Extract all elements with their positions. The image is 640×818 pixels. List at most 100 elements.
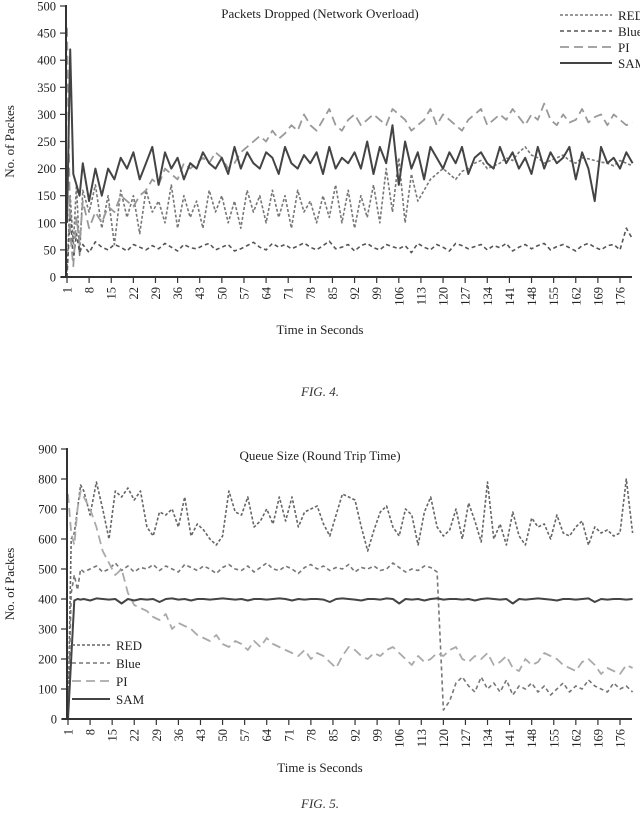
series-blue-line xyxy=(66,211,634,278)
x-tick-label: 1 xyxy=(62,729,76,735)
x-tick-label: 120 xyxy=(437,729,451,748)
x-tick-label: 22 xyxy=(127,287,141,300)
series-pi-line xyxy=(67,490,633,675)
x-tick-label: 134 xyxy=(481,286,495,306)
legend-label-blue: Blue xyxy=(618,24,640,39)
x-tick-label: 99 xyxy=(370,287,384,300)
x-tick-label: 176 xyxy=(614,729,628,748)
legend-label-pi: PI xyxy=(116,674,128,689)
x-tick-label: 169 xyxy=(591,287,605,306)
x-tick-label: 106 xyxy=(393,729,407,748)
x-tick-label: 148 xyxy=(525,729,539,748)
x-axis-label: Time in Seconds xyxy=(277,322,364,337)
x-tick-label: 113 xyxy=(414,287,428,305)
y-tick-label: 400 xyxy=(38,593,57,607)
x-tick-label: 43 xyxy=(194,729,208,742)
x-tick-label: 64 xyxy=(260,728,274,741)
figure-caption: FIG. 5. xyxy=(301,796,339,811)
x-tick-label: 71 xyxy=(282,287,296,300)
y-tick-label: 450 xyxy=(37,27,56,41)
legend-label-blue: Blue xyxy=(116,656,141,671)
y-tick-label: 0 xyxy=(50,271,56,285)
chart-title: Packets Dropped (Network Overload) xyxy=(221,6,418,21)
x-tick-label: 64 xyxy=(260,286,274,299)
y-tick-label: 350 xyxy=(37,81,56,95)
y-tick-label: 250 xyxy=(37,135,56,149)
x-tick-label: 29 xyxy=(150,729,164,742)
y-tick-label: 500 xyxy=(37,0,56,14)
legend-label-red: RED xyxy=(618,8,640,23)
figure-4: Packets Dropped (Network Overload) 0 50 100… xyxy=(0,0,640,400)
x-tick-label: 57 xyxy=(237,287,251,300)
x-tick-label: 134 xyxy=(481,728,495,748)
figure-5: Queue Size (Round Trip Time) 0 100 200 300 40… xyxy=(0,440,640,818)
series-blue-line xyxy=(67,562,634,720)
legend-label-red: RED xyxy=(116,638,142,653)
x-tick-label: 99 xyxy=(371,729,385,742)
y-axis-label: No. of Packes xyxy=(2,548,17,621)
x-tick-label: 43 xyxy=(193,287,207,300)
x-tick-label: 15 xyxy=(105,287,119,300)
series-red-line xyxy=(67,478,634,720)
legend-label-pi: PI xyxy=(618,40,630,55)
x-tick-label: 148 xyxy=(525,287,539,306)
y-tick-label: 500 xyxy=(38,563,57,577)
chart-title: Queue Size (Round Trip Time) xyxy=(239,448,400,463)
legend-label-sam: SAM xyxy=(618,56,640,71)
y-tick-label: 400 xyxy=(37,54,56,68)
x-tick-label: 162 xyxy=(569,287,583,306)
y-tick-label: 100 xyxy=(37,216,56,230)
x-tick-label: 50 xyxy=(215,287,229,300)
x-tick-label: 155 xyxy=(547,729,561,748)
x-tick-label: 127 xyxy=(459,287,473,306)
x-tick-label: 85 xyxy=(326,729,340,742)
x-tick-label: 8 xyxy=(84,729,98,735)
x-tick-label: 8 xyxy=(83,287,97,293)
x-tick-label: 141 xyxy=(503,287,517,306)
plot-area xyxy=(67,478,634,720)
y-tick-label: 300 xyxy=(38,623,57,637)
legend-label-sam: SAM xyxy=(116,692,145,707)
x-tick-label: 113 xyxy=(415,729,429,747)
y-tick-label: 200 xyxy=(37,162,56,176)
queue-size-chart: Queue Size (Round Trip Time) 0 100 200 300 40… xyxy=(2,443,634,775)
x-tick-label: 36 xyxy=(171,287,185,300)
y-tick-label: 300 xyxy=(37,108,56,122)
legend: RED Blue PI SAM xyxy=(72,638,145,707)
y-tick-label: 150 xyxy=(37,189,56,203)
x-tick-label: 78 xyxy=(304,729,318,742)
x-tick-label: 92 xyxy=(349,729,363,742)
y-tick-label: 700 xyxy=(38,503,57,517)
x-tick-label: 71 xyxy=(282,729,296,742)
y-tick-label: 50 xyxy=(44,243,57,257)
x-tick-label: 169 xyxy=(591,729,605,748)
y-tick-label: 200 xyxy=(38,653,57,667)
figure-caption: FIG. 4. xyxy=(301,384,339,399)
x-axis-label: Time is Seconds xyxy=(277,760,362,775)
series-pi-line xyxy=(66,27,633,268)
x-tick-label: 1 xyxy=(61,287,75,293)
y-tick-label: 600 xyxy=(38,533,57,547)
series-red-line xyxy=(66,146,633,272)
x-tick-label: 78 xyxy=(304,287,318,300)
x-tick-label: 162 xyxy=(569,729,583,748)
x-tick-label: 155 xyxy=(547,287,561,306)
x-tick-label: 22 xyxy=(128,729,142,742)
y-axis-label: No. of Packes xyxy=(2,105,17,178)
x-tick-label: 141 xyxy=(503,729,517,748)
x-tick-label: 29 xyxy=(149,287,163,300)
y-tick-label: 800 xyxy=(38,473,57,487)
y-tick-label: 100 xyxy=(38,683,57,697)
x-tick-label: 92 xyxy=(348,287,362,300)
x-tick-label: 36 xyxy=(172,729,186,742)
series-sam-line xyxy=(66,48,634,223)
x-tick-label: 57 xyxy=(238,729,252,742)
x-tick-label: 127 xyxy=(459,729,473,748)
x-tick-label: 85 xyxy=(326,287,340,300)
series-sam-line xyxy=(67,597,633,720)
x-tick-label: 50 xyxy=(216,729,230,742)
plot-area xyxy=(66,27,634,278)
x-tick-label: 176 xyxy=(614,287,628,306)
x-tick-label: 106 xyxy=(392,287,406,306)
